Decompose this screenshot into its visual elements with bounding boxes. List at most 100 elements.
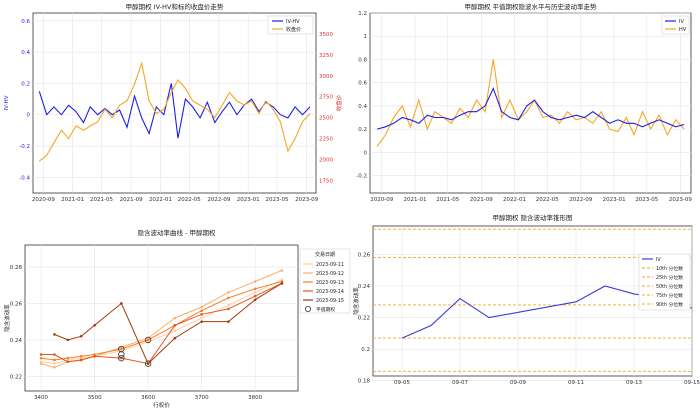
series-line-2023-09-12 [40, 270, 283, 368]
x-tick-label: 2021-05 [436, 197, 459, 203]
y-right-tick-label: 2750 [319, 95, 333, 101]
y-tick-label: 0.28 [10, 265, 23, 271]
x-tick-label: 09-09 [510, 380, 526, 386]
y-axis-label: 隐含波动率 [352, 287, 360, 315]
data-point [93, 353, 96, 356]
data-point [253, 287, 257, 291]
data-point [53, 365, 56, 369]
legend-label: 2023-09-15 [316, 298, 344, 304]
x-tick-label: 2022-05 [536, 197, 559, 203]
data-point [227, 320, 230, 323]
x-tick-label: 2021-01 [404, 197, 427, 203]
x-tick-label: 2023-01 [603, 197, 626, 203]
y-tick-label: 0.4 [358, 104, 367, 110]
data-point [39, 362, 43, 365]
chart-iv-smile: 0.22 0.24 0.26 0.28 3400 3500 3600 3700 3800 隐含波动… [3, 228, 351, 409]
y-right-tick-label: 2000 [319, 158, 333, 164]
y-tick-label: 0.24 [358, 284, 371, 290]
atm-marker [144, 336, 152, 344]
chart-atm-iv-hv: -0.2 0 0.2 0.4 0.6 0.8 1 1.2 2020-09 2021-01 2021-… [356, 2, 692, 203]
x-tick-label: 2021-01 [61, 197, 84, 203]
y-tick-label: 0.6 [21, 19, 30, 25]
data-point [227, 296, 230, 300]
x-tick-label: 09-15 [684, 380, 700, 386]
y-tick-label: 0 [27, 113, 31, 119]
data-point [200, 320, 203, 323]
data-point [227, 307, 230, 311]
data-point [66, 356, 70, 360]
chart-iv-hv-price: -0.4 -0.2 0 0.2 0.4 0.6 1750 2000 2250 2500 2750 30… [4, 2, 343, 203]
plot-area [24, 244, 299, 392]
data-point [227, 291, 230, 294]
legend-label: IV-HV [286, 19, 300, 25]
y-tick-label: 0.22 [358, 316, 370, 322]
data-point [53, 333, 56, 336]
data-point [93, 355, 96, 358]
x-tick-label: 3800 [248, 395, 262, 401]
legend-label: 平值期权 [316, 306, 335, 313]
x-tick-label: 3700 [195, 395, 209, 401]
legend-label: IV [656, 257, 661, 263]
legend-label: 50th 分位数 [656, 283, 683, 290]
data-point [173, 336, 177, 340]
x-tick-label: 09-11 [568, 380, 584, 386]
data-point [146, 338, 150, 342]
data-point [173, 316, 177, 320]
series-line-close-price [38, 61, 311, 162]
legend-box [299, 248, 351, 314]
y-axis-label: IV-HV [4, 95, 10, 110]
data-point [39, 356, 43, 360]
legend-title: 交易日期 [315, 251, 335, 258]
y-tick-label: 0.8 [358, 57, 367, 63]
series-line-2023-09-14 [41, 282, 283, 365]
chart-title: 隐含波动率曲线 - 甲醇期权 [138, 228, 216, 237]
y-tick-label: 0.2 [21, 81, 30, 87]
y-tick-label: 0.26 [10, 301, 23, 307]
x-tick-label: 3500 [88, 395, 102, 401]
series-line-2023-09-13 [41, 281, 283, 361]
data-point [253, 291, 257, 294]
y-right-tick-label: 3250 [319, 53, 333, 59]
y-tick-label: 0.22 [10, 374, 22, 380]
data-point [120, 347, 123, 351]
data-point [200, 309, 203, 313]
data-point [39, 360, 43, 364]
x-tick-label: 2023-05 [266, 197, 289, 203]
data-point [66, 358, 70, 362]
data-point [280, 282, 284, 285]
y-tick-label: 0.4 [21, 50, 30, 56]
y-tick-label: 0.2 [361, 347, 370, 353]
legend-label: HV [679, 27, 687, 33]
data-point [66, 338, 70, 342]
data-point [280, 280, 284, 283]
data-point [120, 302, 123, 305]
y-tick-label: 0.6 [358, 81, 367, 87]
y-tick-label: 1 [364, 34, 368, 40]
x-tick-label: 2023-09 [295, 197, 318, 203]
data-point [200, 305, 203, 309]
x-tick-label: 2023-09 [669, 197, 692, 203]
atm-marker [144, 360, 152, 367]
y-right-tick-label: 2500 [319, 116, 333, 122]
y-tick-label: 0.2 [358, 127, 367, 133]
data-point [253, 280, 257, 283]
x-tick-label: 09-13 [626, 380, 642, 386]
y-tick-label: 1.2 [358, 11, 367, 17]
legend-label: 25th 分位数 [656, 274, 683, 281]
data-point [79, 356, 83, 360]
y-right-tick-label: 1750 [319, 178, 333, 184]
legend-label: 90th 分位数 [656, 301, 683, 308]
legend: 交易日期 2023-09-11 2023-09-12 2023-09-13 2023-0… [299, 248, 351, 314]
y-tick-label: 0 [364, 150, 368, 156]
data-point [146, 362, 150, 365]
x-axis-label: 行权价 [153, 401, 170, 409]
data-point [79, 355, 83, 358]
data-point [280, 278, 284, 281]
chart-iv-cone: 0.18 0.2 0.22 0.24 0.26 09-05 09-07 09-09 09-11 0… [352, 213, 700, 386]
legend-label: 2023-09-14 [316, 289, 344, 295]
x-tick-label: 2022-01 [503, 197, 526, 203]
data-point [53, 353, 56, 356]
chart-title: 甲醇期权 IV-HV和标的收盘价走势 [126, 2, 224, 11]
series-line-iv [376, 87, 685, 130]
